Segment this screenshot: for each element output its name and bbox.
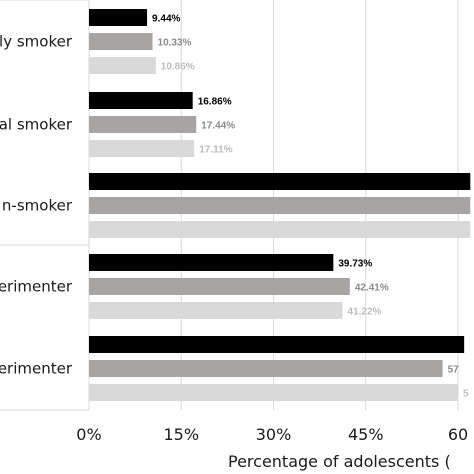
data-label-s0-c1: 16.86%	[198, 97, 232, 108]
data-label-s1-c4: 57	[448, 365, 460, 376]
data-label-s1-c0: 10.33%	[158, 38, 192, 49]
data-label-s1-c1: 17.44%	[201, 121, 235, 132]
category-label-3: erimenter	[0, 278, 73, 296]
bar-s2-c2	[89, 221, 471, 238]
x-tick-labels: 0% 15% 30% 45% 60	[76, 425, 468, 444]
bars	[89, 9, 471, 401]
bar-s0-c2	[89, 173, 471, 190]
bar-s1-c4	[89, 360, 443, 377]
x-tick-label-0: 0%	[76, 425, 101, 444]
x-tick-label-2: 30%	[256, 425, 292, 444]
bar-s0-c4	[89, 336, 465, 353]
bar-s2-c3	[89, 302, 343, 319]
data-label-s2-c0: 10.86%	[161, 62, 195, 73]
data-label-s2-c3: 41.22%	[348, 307, 382, 318]
x-tick-label-1: 15%	[163, 425, 199, 444]
bar-s1-c1	[89, 116, 197, 133]
bar-s2-c0	[89, 57, 156, 74]
bar-s2-c4	[89, 384, 458, 401]
x-axis-title: Percentage of adolescents (	[228, 452, 451, 471]
bar-s0-c3	[89, 254, 334, 271]
category-label-2: n-smoker	[2, 197, 73, 215]
data-labels: 9.44% 16.86% 39.73% 10.33% 17.44% 42.41% 57 10.…	[152, 14, 469, 400]
bar-s0-c0	[89, 9, 148, 26]
data-label-s0-c0: 9.44%	[152, 14, 180, 25]
data-label-s2-c4: 5	[463, 389, 469, 400]
bar-s1-c2	[89, 197, 471, 214]
bar-s1-c3	[89, 278, 350, 295]
x-tick-label-3: 45%	[348, 425, 384, 444]
category-label-0: lly smoker	[0, 33, 73, 51]
bar-s2-c1	[89, 140, 195, 157]
category-label-1: al smoker	[0, 116, 73, 134]
bar-s0-c1	[89, 92, 193, 109]
bar-s1-c0	[89, 33, 153, 50]
data-label-s0-c3: 39.73%	[338, 259, 372, 270]
category-label-4: erimenter	[0, 360, 73, 378]
data-label-s2-c1: 17.11%	[199, 145, 232, 156]
x-tick-label-4: 60	[448, 425, 468, 444]
category-labels: lly smoker al smoker n-smoker erimenter erim…	[0, 33, 73, 378]
data-label-s1-c3: 42.41%	[355, 283, 389, 294]
